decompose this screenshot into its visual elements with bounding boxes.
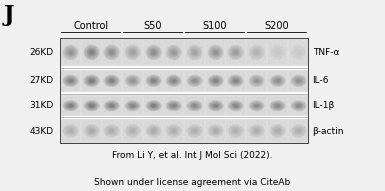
Text: β-actin: β-actin bbox=[313, 127, 344, 136]
Text: S100: S100 bbox=[203, 21, 227, 31]
Text: Shown under license agreement via CiteAb: Shown under license agreement via CiteAb bbox=[94, 178, 291, 187]
Bar bbox=[60, 119, 308, 143]
Text: 26KD: 26KD bbox=[30, 48, 54, 57]
Text: J: J bbox=[4, 4, 14, 26]
Text: From Li Y, et al. Int J Mol Sci (2022).: From Li Y, et al. Int J Mol Sci (2022). bbox=[112, 151, 273, 160]
Text: 31KD: 31KD bbox=[30, 101, 54, 110]
Text: IL-1β: IL-1β bbox=[313, 101, 335, 110]
Text: Control: Control bbox=[73, 21, 108, 31]
Text: TNF-α: TNF-α bbox=[313, 48, 339, 57]
Text: IL-6: IL-6 bbox=[313, 76, 329, 85]
Bar bbox=[60, 38, 308, 143]
Text: 27KD: 27KD bbox=[30, 76, 54, 85]
Bar bbox=[60, 38, 308, 143]
Bar bbox=[60, 38, 308, 66]
Bar bbox=[60, 70, 308, 92]
Text: 43KD: 43KD bbox=[30, 127, 54, 136]
Text: S50: S50 bbox=[144, 21, 162, 31]
Bar bbox=[60, 96, 308, 116]
Text: S200: S200 bbox=[264, 21, 289, 31]
